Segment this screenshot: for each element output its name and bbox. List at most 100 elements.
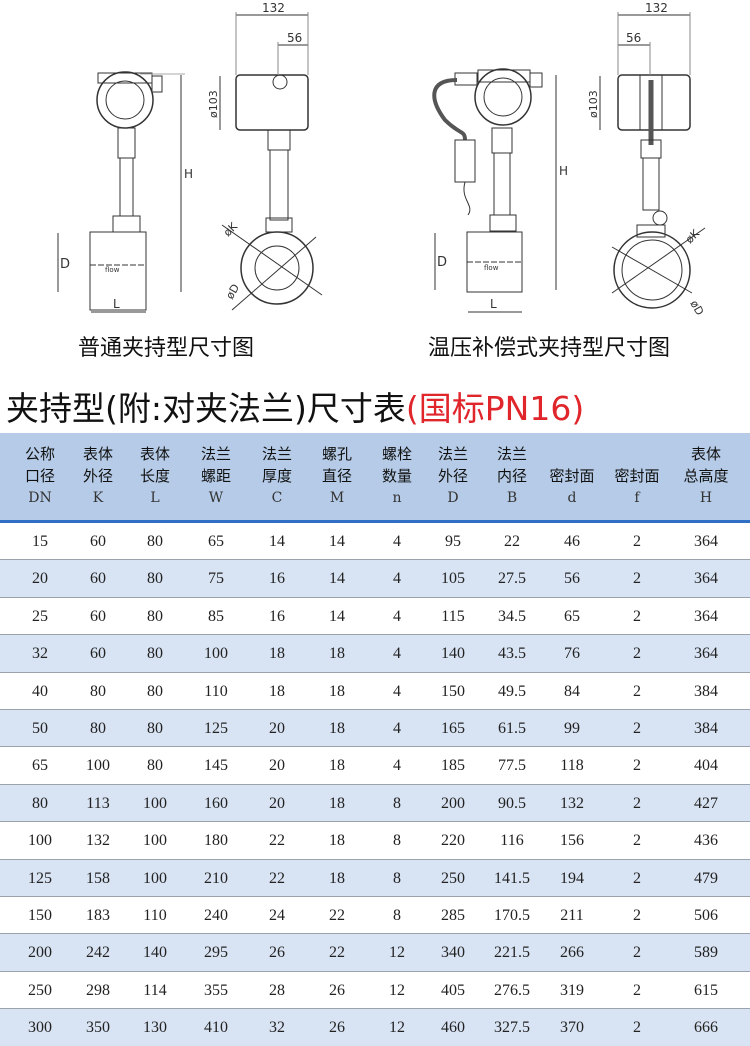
- table-cell: 12: [389, 944, 405, 962]
- table-cell: 32: [32, 645, 48, 663]
- table-cell: 24: [269, 907, 285, 924]
- table-cell: 100: [28, 832, 52, 850]
- column-header-line1: [602, 443, 672, 465]
- column-header: 螺孔 直径 M: [302, 443, 372, 509]
- table-header: 公称 口径 DN 表体 外径 K 表体 长度 L 法兰 螺距 W 法兰 厚度 C 螺孔 直径 M 螺栓 数量 n 法兰 外径…: [0, 433, 750, 523]
- table-cell: 25: [32, 607, 48, 625]
- table-cell: 26: [329, 1019, 345, 1037]
- table-cell: 183: [86, 907, 110, 924]
- table-cell: 50: [32, 720, 48, 737]
- table-row: 200 242 140 295 26 22 12 340 221.5 266 2 589: [0, 934, 750, 972]
- table-cell: 26: [269, 944, 285, 962]
- table-cell: 300: [28, 1019, 52, 1037]
- table-cell: 158: [86, 869, 110, 887]
- table-cell: 84: [564, 682, 580, 700]
- column-header-line1: 公称: [24, 445, 55, 463]
- table-cell: 2: [633, 757, 641, 775]
- table-cell: 80: [147, 533, 163, 550]
- table-cell: 18: [269, 682, 285, 700]
- table-cell: 2: [633, 533, 641, 550]
- table-cell: 46: [564, 533, 580, 550]
- table-cell: 26: [329, 981, 345, 999]
- table-row: 65 100 80 145 20 18 4 185 77.5 118 2 404: [0, 747, 750, 785]
- table-cell: 22: [269, 869, 285, 887]
- column-header-symbol: W: [208, 490, 224, 506]
- label-l: L: [113, 297, 120, 311]
- label-h: H: [184, 167, 193, 181]
- table-cell: 61.5: [498, 720, 526, 737]
- table-cell: 18: [329, 832, 345, 850]
- column-header-symbol: L: [150, 490, 160, 506]
- column-header-line1: 法兰: [261, 445, 292, 463]
- table-cell: 2: [633, 1019, 641, 1037]
- table-cell: 250: [28, 981, 52, 999]
- side-view: [611, 74, 706, 309]
- table-cell: 364: [694, 570, 718, 588]
- column-header: 法兰 螺距 W: [181, 443, 251, 509]
- column-header-line2: 密封面: [614, 467, 660, 485]
- table-cell: 12: [389, 981, 405, 999]
- table-cell: 20: [32, 570, 48, 588]
- label-h: H: [559, 164, 568, 178]
- table-cell: 589: [694, 944, 718, 962]
- label-103: ø103: [207, 90, 220, 118]
- table-cell: 18: [329, 757, 345, 775]
- table-cell: 2: [633, 832, 641, 850]
- table-cell: 27.5: [498, 570, 526, 588]
- table-cell: 77.5: [498, 757, 526, 775]
- table-cell: 14: [329, 570, 345, 588]
- column-header-line2: 外径: [437, 467, 468, 485]
- table-row: 32 60 80 100 18 18 4 140 43.5 76 2 364: [0, 635, 750, 673]
- table-cell: 12: [389, 1019, 405, 1037]
- table-cell: 16: [269, 570, 285, 588]
- table-cell: 16: [269, 607, 285, 625]
- table-cell: 28: [269, 981, 285, 999]
- table-cell: 2: [633, 607, 641, 625]
- table-cell: 130: [143, 1019, 167, 1037]
- table-row: 25 60 80 85 16 14 4 115 34.5 65 2 364: [0, 598, 750, 636]
- column-header-line2: 数量: [381, 467, 412, 485]
- table-cell: 2: [633, 720, 641, 737]
- column-header-symbol: K: [92, 490, 104, 506]
- table-cell: 615: [694, 981, 718, 999]
- table-cell: 240: [204, 907, 228, 924]
- table-cell: 60: [90, 645, 106, 663]
- table-cell: 156: [560, 832, 584, 850]
- table-cell: 145: [204, 757, 228, 775]
- table-cell: 220: [441, 832, 465, 850]
- column-header-symbol: f: [634, 490, 640, 506]
- table-cell: 105: [441, 570, 465, 588]
- label-103: ø103: [587, 90, 600, 118]
- column-header-line2: 外径: [82, 467, 113, 485]
- label-132: 132: [262, 1, 285, 15]
- label-dia-d: øD: [223, 282, 242, 302]
- table-cell: 8: [393, 832, 401, 850]
- table-row: 20 60 80 75 16 14 4 105 27.5 56 2 364: [0, 560, 750, 598]
- table-cell: 242: [86, 944, 110, 962]
- column-header-symbol: D: [447, 490, 459, 506]
- front-view: [89, 71, 163, 311]
- table-cell: 18: [329, 794, 345, 812]
- table-cell: 60: [90, 533, 106, 550]
- column-header-line2: 口径: [24, 467, 55, 485]
- column-header-symbol: d: [567, 490, 577, 506]
- table-cell: 8: [393, 869, 401, 887]
- table-cell: 350: [86, 1019, 110, 1037]
- table-cell: 110: [204, 682, 228, 700]
- table-cell: 95: [445, 533, 461, 550]
- compensated-wafer-drawing: D L H flow 132: [432, 1, 706, 318]
- table-cell: 141.5: [494, 869, 530, 887]
- table-cell: 80: [147, 645, 163, 663]
- table-cell: 116: [500, 832, 524, 850]
- table-cell: 319: [560, 981, 584, 999]
- label-k: øK: [683, 227, 703, 247]
- table-cell: 100: [204, 645, 228, 663]
- table-cell: 34.5: [498, 607, 526, 625]
- table-cell: 165: [441, 720, 465, 737]
- table-cell: 370: [560, 1019, 584, 1037]
- standard-wafer-drawing: D L H flow 132 56 ø1: [57, 1, 323, 313]
- column-header: 密封面 d: [537, 443, 607, 509]
- table-cell: 18: [329, 682, 345, 700]
- table-cell: 80: [90, 720, 106, 737]
